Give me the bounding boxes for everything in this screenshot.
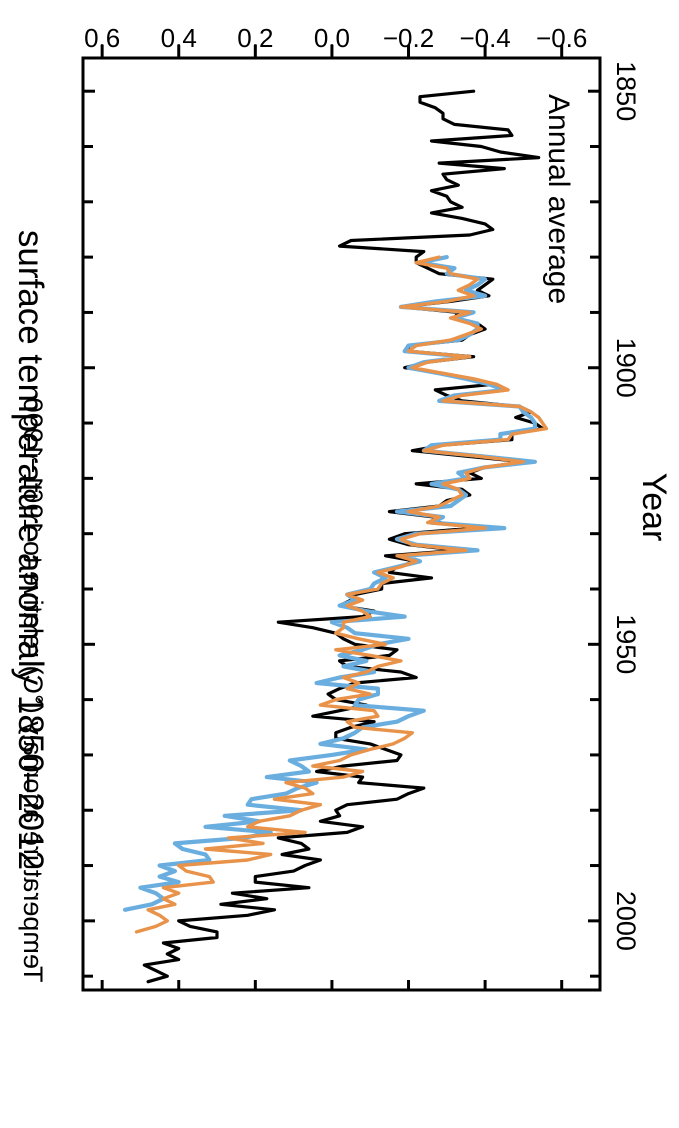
x-tick-label: 1900 <box>611 338 641 398</box>
y-tick-label: −0.4 <box>459 23 510 53</box>
y-tick-label: −0.6 <box>536 23 587 53</box>
x-axis-label: Year <box>635 473 673 542</box>
series-line-3 <box>134 255 549 934</box>
y-tick-label: 0.0 <box>314 23 350 53</box>
y-tick-label: 0.4 <box>161 23 197 53</box>
y-tick-label: 0.2 <box>237 23 273 53</box>
series-line-1 <box>142 89 545 984</box>
chart-title: surface temperature anomaly 1850–2012 <box>11 230 50 870</box>
x-tick-label: 2000 <box>611 891 641 951</box>
x-tick-label: 1850 <box>611 61 641 121</box>
chart-subtitle: Annual average <box>542 94 575 304</box>
y-axis: −0.6 −0.4 −0.2 0.0 0.2 0.4 0.6 <box>84 23 587 990</box>
rotated-chart-group: 1850 1900 1950 2000 −0.6 −0.4 −0.2 0.0 0.2 0.4 0.… <box>11 23 673 992</box>
series-line-2 <box>122 255 537 912</box>
y-tick-label: −0.2 <box>383 23 434 53</box>
y-axis-label: Temperature anomaly (°C) relative to 196… <box>18 398 48 983</box>
y-tick-label: 0.6 <box>84 23 120 53</box>
x-tick-label: 1950 <box>611 614 641 674</box>
x-axis: 1850 1900 1950 2000 <box>83 61 641 978</box>
plot-frame <box>81 56 602 992</box>
series-layer <box>122 89 549 984</box>
